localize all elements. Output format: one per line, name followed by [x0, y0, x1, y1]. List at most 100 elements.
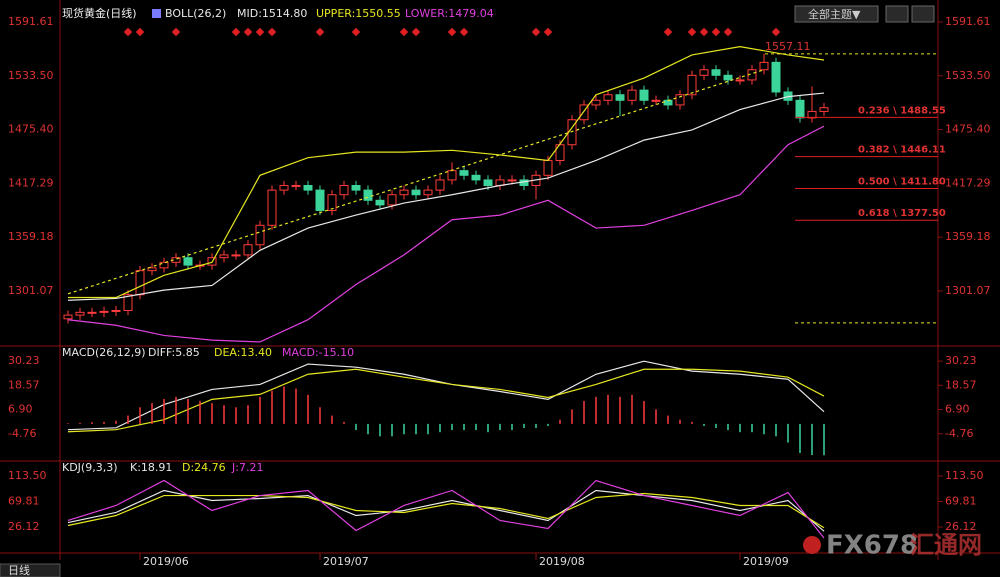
fib-label: 0.382 \ 1446.11: [858, 145, 946, 156]
high-label: 1557.11: [765, 40, 811, 53]
candle-body: [351, 184, 361, 191]
candle-body: [723, 74, 733, 81]
boll-line: [67, 92, 825, 301]
candle-body: [687, 74, 697, 96]
candle-body: [711, 69, 721, 76]
signal-marker: [723, 27, 733, 37]
candle-body: [591, 99, 601, 106]
y-tick-label: 18.57: [8, 378, 40, 391]
candle-body: [579, 104, 589, 121]
signal-marker: [231, 27, 241, 37]
signal-marker: [399, 27, 409, 37]
candle-body: [279, 184, 289, 191]
y-tick-label: 30.23: [8, 354, 40, 367]
y-tick-label: 1301.07: [8, 284, 54, 297]
candle-body: [75, 311, 85, 316]
candle-body: [375, 199, 385, 206]
candle-body: [735, 79, 745, 82]
candle-body: [315, 189, 325, 211]
fib-label: 0.500 \ 1411.80: [858, 176, 946, 187]
candle-body: [255, 224, 265, 246]
x-tick-label: 2019/06: [143, 555, 189, 568]
indicator-title: MACD(26,12,9): [62, 346, 146, 359]
legend-entry: DIFF:5.85: [148, 346, 200, 359]
y-tick-label: 1533.50: [8, 69, 54, 82]
signal-marker: [663, 27, 673, 37]
y-tick-label: 26.12: [8, 520, 40, 533]
boll-line: [67, 125, 825, 343]
candle-body: [291, 184, 301, 187]
candle-body: [399, 189, 409, 196]
y-tick-label: 18.57: [945, 378, 977, 391]
toolbar-button[interactable]: [911, 5, 935, 23]
candle-body: [219, 254, 229, 259]
candle-body: [135, 270, 145, 296]
y-tick-label: 1359.18: [945, 230, 991, 243]
candle-body: [123, 294, 133, 311]
candle-body: [699, 69, 709, 76]
theme-menu-label[interactable]: 全部主题▼: [808, 7, 861, 21]
signal-marker: [411, 27, 421, 37]
y-tick-label: 113.50: [945, 469, 984, 482]
candle-body: [603, 94, 613, 101]
theme-menu[interactable]: [794, 5, 879, 23]
signal-marker: [135, 27, 145, 37]
candle-body: [63, 314, 73, 320]
watermark-brand: FX678: [826, 531, 918, 561]
signal-marker: [459, 27, 469, 37]
y-tick-label: 6.90: [8, 403, 33, 416]
candle-body: [231, 254, 241, 257]
candle-body: [363, 189, 373, 201]
indicator-icon: [152, 9, 161, 18]
y-tick-label: 1533.50: [945, 69, 991, 82]
trend-line: [67, 69, 765, 295]
candle-body: [147, 267, 157, 272]
candle-body: [243, 244, 253, 256]
candle-body: [483, 179, 493, 186]
candle-body: [447, 170, 457, 181]
y-tick-label: 113.50: [8, 469, 47, 482]
candle-body: [507, 179, 517, 182]
candle-body: [387, 194, 397, 206]
y-tick-label: 1475.40: [8, 123, 54, 136]
y-tick-label: 69.81: [945, 495, 977, 508]
legend-entry: LOWER:1479.04: [405, 7, 494, 20]
watermark-site: 汇通网: [910, 531, 982, 559]
logo: [803, 536, 821, 554]
y-tick-label: 1417.29: [945, 176, 991, 189]
candle-body: [267, 189, 277, 226]
y-tick-label: 1591.61: [945, 15, 991, 28]
signal-marker: [543, 27, 553, 37]
y-tick-label: 1591.61: [8, 15, 54, 28]
signal-marker: [171, 27, 181, 37]
period-tab-label[interactable]: 日线: [8, 563, 30, 577]
toolbar-button[interactable]: [885, 5, 909, 23]
macd-line: [67, 368, 825, 433]
signal-marker: [351, 27, 361, 37]
macd-line: [67, 360, 825, 431]
candle-body: [459, 170, 469, 176]
candle-body: [639, 89, 649, 101]
candle-body: [771, 61, 781, 93]
candle-body: [87, 311, 97, 314]
fib-label: 0.236 \ 1488.55: [858, 105, 946, 116]
legend-entry: J:7.21: [231, 461, 263, 474]
signal-marker: [255, 27, 265, 37]
candle-body: [339, 184, 349, 196]
candle-body: [159, 261, 169, 269]
candle-body: [627, 89, 637, 101]
fib-label: 0.618 \ 1377.50: [858, 208, 946, 219]
legend-entry: MACD:-15.10: [282, 346, 354, 359]
y-tick-label: -4.76: [945, 427, 973, 440]
signal-marker: [687, 27, 697, 37]
kdj-line: [67, 492, 825, 529]
candle-body: [303, 184, 313, 191]
y-tick-label: 26.12: [945, 520, 977, 533]
y-tick-label: -4.76: [8, 427, 36, 440]
candle-body: [423, 189, 433, 196]
period-tab[interactable]: [0, 563, 61, 577]
y-tick-label: 1359.18: [8, 230, 54, 243]
candle-body: [111, 309, 121, 312]
candle-body: [411, 189, 421, 196]
